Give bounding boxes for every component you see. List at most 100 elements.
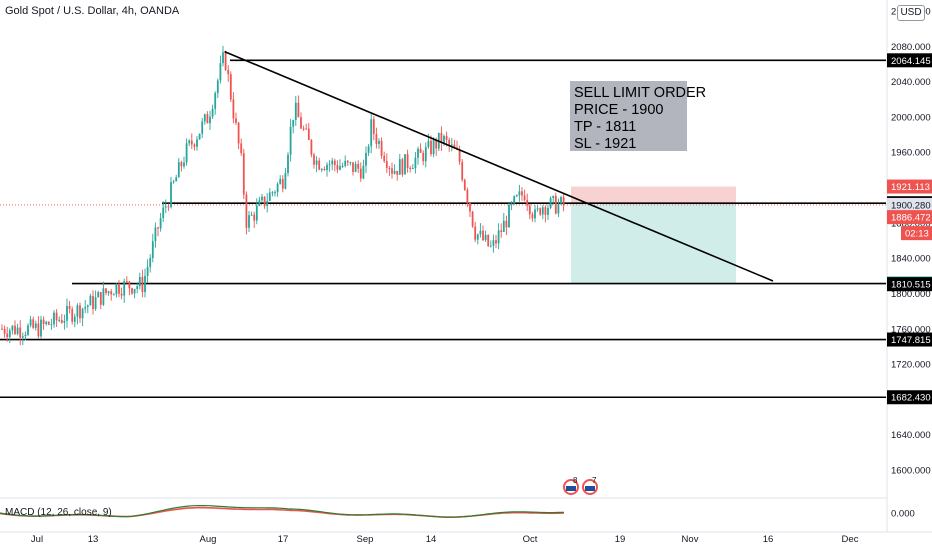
candle-body [120, 293, 123, 296]
candle-body [8, 330, 11, 337]
price-tag [887, 197, 932, 212]
candle-body [125, 281, 128, 283]
candle-body [19, 327, 22, 338]
candle-body [175, 177, 178, 182]
candle-body [110, 291, 113, 295]
candle-body [380, 140, 383, 156]
candle-body [458, 149, 461, 162]
price-tag-label: 1747.815 [891, 335, 931, 346]
candle-body [489, 245, 492, 247]
candle-body [409, 167, 412, 169]
candle-body [136, 286, 139, 289]
x-tick-label: Nov [682, 534, 699, 545]
candle-body [198, 133, 201, 140]
candle-body [196, 139, 198, 147]
candle-body [232, 99, 235, 119]
candle-body [34, 323, 37, 328]
price-tag [887, 210, 932, 225]
candle-body [266, 200, 269, 207]
candle-body [528, 205, 531, 215]
candle-body [21, 336, 24, 338]
candle-body [89, 295, 92, 306]
candle-body [214, 93, 217, 109]
candle-body [333, 160, 336, 166]
candle-body [406, 154, 409, 168]
candle-body [216, 80, 219, 94]
candle-body [76, 305, 79, 317]
candle-body [222, 52, 224, 64]
annotation-line: TP - 1811 [574, 119, 636, 135]
candle-body [378, 140, 380, 144]
candle-body [518, 191, 521, 196]
y-tick-label: 2040.000 [891, 77, 931, 88]
candle-body [469, 203, 471, 212]
candle-body [398, 159, 401, 175]
candle-body [492, 240, 495, 246]
candle-body [53, 312, 55, 325]
candle-body [349, 162, 352, 164]
currency-button[interactable]: USD [897, 5, 925, 21]
candle-body [331, 160, 334, 165]
candle-body [97, 292, 100, 298]
x-tick-label: 13 [88, 534, 99, 545]
candle-body [450, 144, 453, 146]
candle-body [487, 234, 490, 246]
candle-body [1, 328, 3, 330]
candles [1, 45, 565, 346]
take-profit-zone [571, 203, 736, 284]
candle-body [24, 334, 27, 337]
candle-body [318, 160, 321, 170]
candle-body [248, 215, 250, 228]
candle-body [552, 196, 555, 198]
candle-body [235, 118, 237, 123]
candle-body [495, 240, 497, 244]
candle-body [84, 306, 87, 309]
y-tick-label: 1960.000 [891, 148, 931, 159]
candle-body [541, 207, 544, 215]
candle-body [508, 204, 510, 228]
candle-body [500, 230, 503, 233]
candle-body [279, 178, 282, 184]
candle-body [370, 119, 373, 147]
countdown-tag [901, 226, 932, 241]
candle-body [274, 192, 276, 194]
downtrend-line [224, 50, 774, 282]
candle-body [154, 227, 157, 242]
candle-body [453, 144, 456, 149]
candle-body [203, 114, 206, 122]
candle-body [81, 308, 84, 319]
x-tick-label: Sep [357, 534, 374, 545]
candle-body [263, 196, 266, 207]
candle-body [118, 283, 120, 294]
annotation-line: PRICE - 1900 [574, 102, 663, 118]
candle-body [177, 162, 180, 178]
y-tick-label: 2000.000 [891, 112, 931, 123]
candle-body [141, 276, 144, 293]
candle-body [432, 139, 435, 155]
candle-body [284, 172, 287, 189]
candle-body [170, 182, 172, 208]
candle-body [297, 102, 300, 118]
candle-body [242, 153, 245, 195]
candle-body [505, 220, 508, 228]
x-tick-label: 14 [426, 534, 437, 545]
candle-body [328, 164, 331, 166]
candle-body [323, 169, 326, 171]
event-badge-count: 8 [573, 476, 578, 485]
candle-body [209, 116, 211, 124]
candle-body [417, 148, 419, 158]
price-tag [887, 53, 932, 68]
candle-body [237, 122, 240, 144]
candle-body [419, 148, 422, 153]
candle-body [526, 200, 529, 206]
candle-body [344, 160, 347, 166]
candle-body [513, 196, 516, 204]
annotation-box [570, 81, 687, 151]
candle-body [466, 189, 469, 204]
candle-body [562, 197, 565, 206]
candle-body [229, 74, 232, 100]
candle-body [383, 155, 386, 162]
candle-body [292, 119, 295, 127]
candle-body [401, 159, 404, 175]
